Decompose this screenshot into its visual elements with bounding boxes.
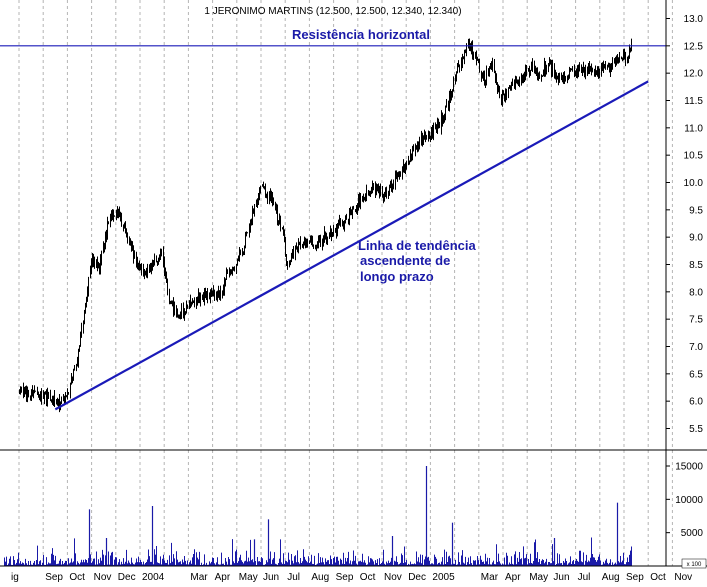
month-label: Dec [408,572,426,582]
month-label: Sep [45,572,63,582]
month-label: Mar [190,572,208,582]
uptrend-line [54,80,649,411]
month-label: Mar [481,572,499,582]
axes [0,0,707,567]
price-tick-label: 11.5 [684,96,703,107]
price-tick-label: 8.5 [689,260,703,271]
month-label: Oct [360,572,376,582]
price-tick-label: 9.0 [689,233,703,244]
volume-tick-label: 5000 [681,528,704,539]
volume-tick-label: 15000 [675,462,703,473]
price-tick-label: 12.0 [684,69,704,80]
month-label: Nov [674,572,692,582]
chart-title: 1 JERONIMO MARTINS (12.500, 12.500, 12.3… [204,6,461,17]
month-label: Dec [118,572,136,582]
price-tick-label: 7.0 [689,342,703,353]
price-tick-label: 7.5 [689,315,703,326]
month-label: Oct [650,572,666,582]
month-label: Oct [69,572,85,582]
month-label: May [239,572,258,582]
volume-bars [4,466,632,566]
month-label: 2005 [432,572,455,582]
month-gridlines [18,0,673,566]
price-bars [19,38,632,413]
month-label: Aug [311,572,329,582]
month-label: Sep [626,572,644,582]
month-label: May [529,572,548,582]
month-label: Aug [602,572,620,582]
month-label: Jul [578,572,591,582]
month-label: Nov [94,572,112,582]
volume-tick-labels: 5000 10000 15000 [666,462,704,539]
month-label: ig [11,572,19,582]
trend-annotation-line3: longo prazo [360,269,434,284]
price-tick-label: 8.0 [689,287,703,298]
month-label: Nov [384,572,402,582]
price-tick-labels: 5.5 6.0 6.5 7.0 7.5 8.0 8.5 9.0 9.5 10.0 10.5 11.0 1… [666,14,703,435]
price-tick-label: 10.5 [684,151,704,162]
month-label: Sep [336,572,354,582]
price-tick-label: 9.5 [689,205,703,216]
price-tick-label: 13.0 [684,14,704,25]
trend-annotation-line2: ascendente de [360,253,450,268]
trend-annotation-line1: Linha de tendência [358,238,477,253]
price-tick-label: 10.0 [684,178,704,189]
month-label: Jun [553,572,569,582]
volume-tick-label: 10000 [675,495,703,506]
month-label: Jun [263,572,279,582]
price-tick-label: 6.0 [689,397,703,408]
volume-unit-label: x 100 [687,562,702,568]
trend-lines [0,45,666,411]
month-label: Apr [505,572,521,582]
price-tick-label: 11.0 [684,123,703,134]
month-tick-labels: ig Sep Oct Nov Dec 2004 Mar Apr May Jun Jul Aug Sep O… [11,572,692,583]
volume-unit-box [681,558,707,569]
resistance-annotation: Resistência horizontal [292,27,430,42]
price-tick-label: 12.5 [684,41,704,52]
price-tick-label: 5.5 [689,424,703,435]
price-tick-label: 6.5 [689,369,703,380]
month-label: Jul [287,572,300,582]
month-label: Apr [215,572,231,582]
month-label: 2004 [142,572,165,582]
